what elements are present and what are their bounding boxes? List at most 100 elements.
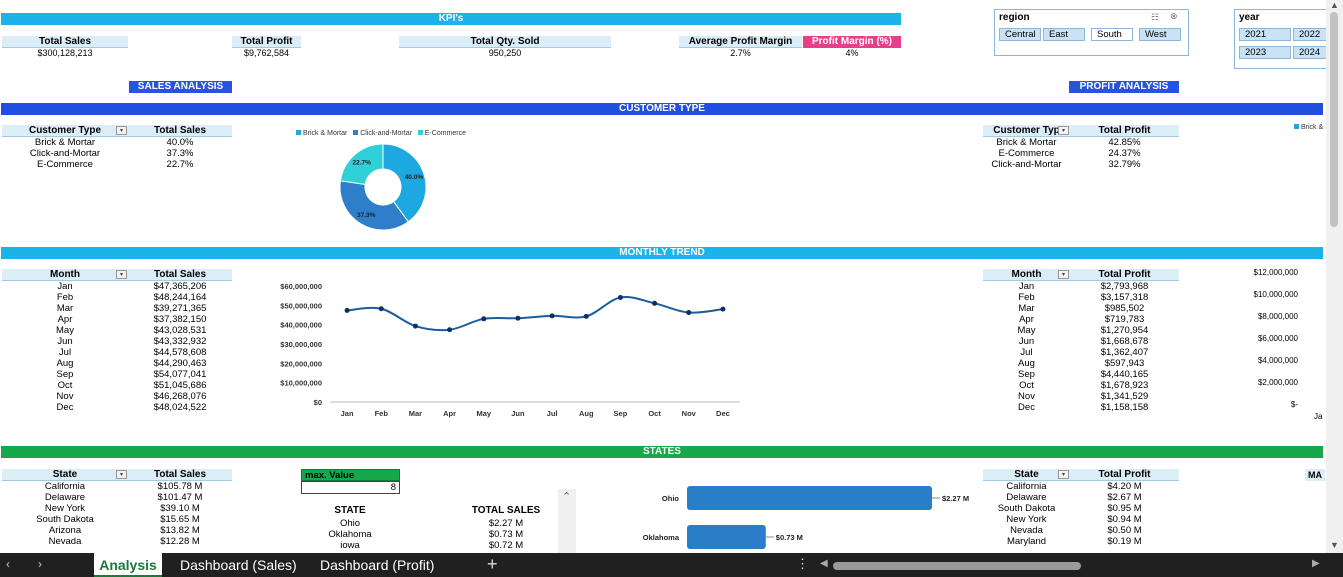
next-sheet-icon[interactable]: ›	[38, 557, 42, 571]
tab-dashboard-sales[interactable]: Dashboard (Sales)	[180, 557, 297, 573]
cell: $0.72 M	[488, 540, 524, 551]
y-tick-label: $40,000,000	[280, 321, 322, 330]
cell: $46,268,076	[153, 391, 207, 402]
filter-dropdown-icon[interactable]: ▾	[116, 270, 127, 279]
filter-dropdown-icon[interactable]: ▾	[1058, 270, 1069, 279]
cell: $101.47 M	[157, 492, 203, 503]
x-tick-label: Apr	[443, 409, 456, 418]
cell: $43,332,932	[153, 336, 207, 347]
filter-dropdown-icon[interactable]: ▾	[116, 126, 127, 135]
data-point	[481, 316, 487, 322]
cell: $1,158,158	[1100, 402, 1149, 413]
cell: $51,045,686	[153, 380, 207, 391]
year-option-2023[interactable]: 2023	[1239, 46, 1291, 59]
cell: 22.7%	[166, 159, 194, 170]
vertical-scrollbar[interactable]: ▲ ▼	[1326, 0, 1343, 553]
filter-dropdown-icon[interactable]: ▾	[1058, 470, 1069, 479]
col-total-sales: Total Sales	[128, 269, 232, 281]
kpi-avg-margin-label: Average Profit Margin	[679, 36, 802, 48]
kpi-total-sales-label: Total Sales	[2, 36, 128, 48]
cell: $2.67 M	[1107, 492, 1142, 503]
table-row: Nevada $12.28 M	[2, 536, 232, 547]
table-row: California $4.20 M	[983, 481, 1179, 492]
tab-dashboard-profit[interactable]: Dashboard (Profit)	[320, 557, 435, 573]
table-row: Apr $719,783	[983, 314, 1179, 325]
col-month: Month	[2, 269, 128, 281]
table-row: E-Commerce 22.7%	[2, 159, 232, 170]
y-tick-label: $10,000,000	[280, 379, 322, 388]
table-row: Aug $44,290,463	[2, 358, 232, 369]
filter-dropdown-icon[interactable]: ▾	[116, 470, 127, 479]
max-value-input[interactable]: 8	[301, 481, 400, 494]
cell: Brick & Mortar	[996, 137, 1057, 148]
region-option-west[interactable]: West	[1139, 28, 1181, 41]
table-row: New York $0.94 M	[983, 514, 1179, 525]
year-option-2021[interactable]: 2021	[1239, 28, 1291, 41]
cell: $0.94 M	[1107, 514, 1142, 525]
scroll-left-icon[interactable]: ◀	[820, 558, 828, 569]
top-states-rows: Ohio $2.27 M Oklahoma $0.73 M iowa $0.72 M	[302, 518, 552, 551]
more-options-icon[interactable]: ⋮	[796, 556, 809, 571]
donut-data-label: 40.0%	[405, 174, 424, 181]
multi-select-icon[interactable]: ☷	[1151, 12, 1160, 22]
table-row: Feb $48,244,164	[2, 292, 232, 303]
legend-entry: Click-and-Mortar	[360, 130, 412, 137]
table-row: Jan $47,365,206	[2, 281, 232, 292]
cell: $2,793,968	[1100, 281, 1149, 292]
table-row: California $105.78 M	[2, 481, 232, 492]
region-option-central[interactable]: Central	[999, 28, 1041, 41]
cell: $48,244,164	[153, 292, 207, 303]
cell: May	[1017, 325, 1036, 336]
table-row: South Dakota $15.65 M	[2, 514, 232, 525]
kpi-total-profit-label: Total Profit	[232, 36, 301, 48]
scroll-up-icon[interactable]: ▲	[1330, 0, 1339, 10]
top-states-scrollbar[interactable]: ⌃	[558, 489, 576, 553]
cell: $0.50 M	[1107, 525, 1142, 536]
col-total-sales: Total Sales	[128, 469, 232, 481]
horizontal-scroll-thumb[interactable]	[833, 562, 1081, 570]
add-sheet-icon[interactable]: +	[487, 554, 498, 574]
region-option-south[interactable]: South	[1091, 28, 1133, 41]
cell: Dec	[1018, 402, 1035, 413]
data-point	[720, 306, 726, 312]
year-slicer[interactable]: year 2021 2022 2023 2024	[1234, 9, 1328, 69]
monthly-profit-rows: Jan $2,793,968 Feb $3,157,318 Mar $985,502 Apr…	[983, 281, 1179, 413]
cell: $1,668,678	[1100, 336, 1149, 347]
cell: E-Commerce	[998, 148, 1055, 159]
cell: California	[44, 481, 86, 492]
year-option-2024[interactable]: 2024	[1293, 46, 1327, 59]
data-point	[515, 315, 521, 321]
col-customer-type-profit: Customer Typ	[983, 125, 1070, 137]
region-slicer[interactable]: region ☷ ⊗ Central East South West	[994, 9, 1189, 56]
monthly-trend-header: MONTHLY TREND	[1, 247, 1323, 259]
bar	[687, 525, 766, 549]
prev-sheet-icon[interactable]: ‹	[6, 557, 10, 571]
cell: $4.20 M	[1107, 481, 1142, 492]
region-slicer-title: region	[999, 12, 1030, 23]
scroll-down-icon[interactable]: ▼	[1330, 540, 1339, 550]
cell: New York	[44, 503, 86, 514]
scroll-right-icon[interactable]: ▶	[1312, 558, 1320, 569]
filter-dropdown-icon[interactable]: ▾	[1058, 126, 1069, 135]
region-option-east[interactable]: East	[1043, 28, 1085, 41]
tab-analysis[interactable]: Analysis	[94, 553, 162, 577]
data-point	[447, 327, 453, 333]
sales-analysis-label: SALES ANALYSIS	[129, 81, 232, 93]
table-row: Nov $1,341,529	[983, 391, 1179, 402]
donut-data-label: 22.7%	[353, 159, 372, 166]
table-row: May $43,028,531	[2, 325, 232, 336]
cell: Apr	[57, 314, 73, 325]
cell: $54,077,041	[153, 369, 207, 380]
cell: $3,157,318	[1100, 292, 1149, 303]
table-row: Delaware $101.47 M	[2, 492, 232, 503]
kpi-profit-margin-value: 4%	[845, 48, 859, 58]
cell: Aug	[56, 358, 74, 369]
scroll-thumb[interactable]	[1330, 12, 1338, 227]
clear-filter-icon[interactable]: ⊗	[1170, 11, 1178, 21]
x-tick-label: Jun	[511, 409, 525, 418]
year-option-2022[interactable]: 2022	[1293, 28, 1327, 41]
cell: Oct	[57, 380, 73, 391]
states-header: STATES	[1, 446, 1323, 458]
scroll-up-icon[interactable]: ⌃	[562, 491, 572, 503]
cell: Jan	[57, 281, 73, 292]
